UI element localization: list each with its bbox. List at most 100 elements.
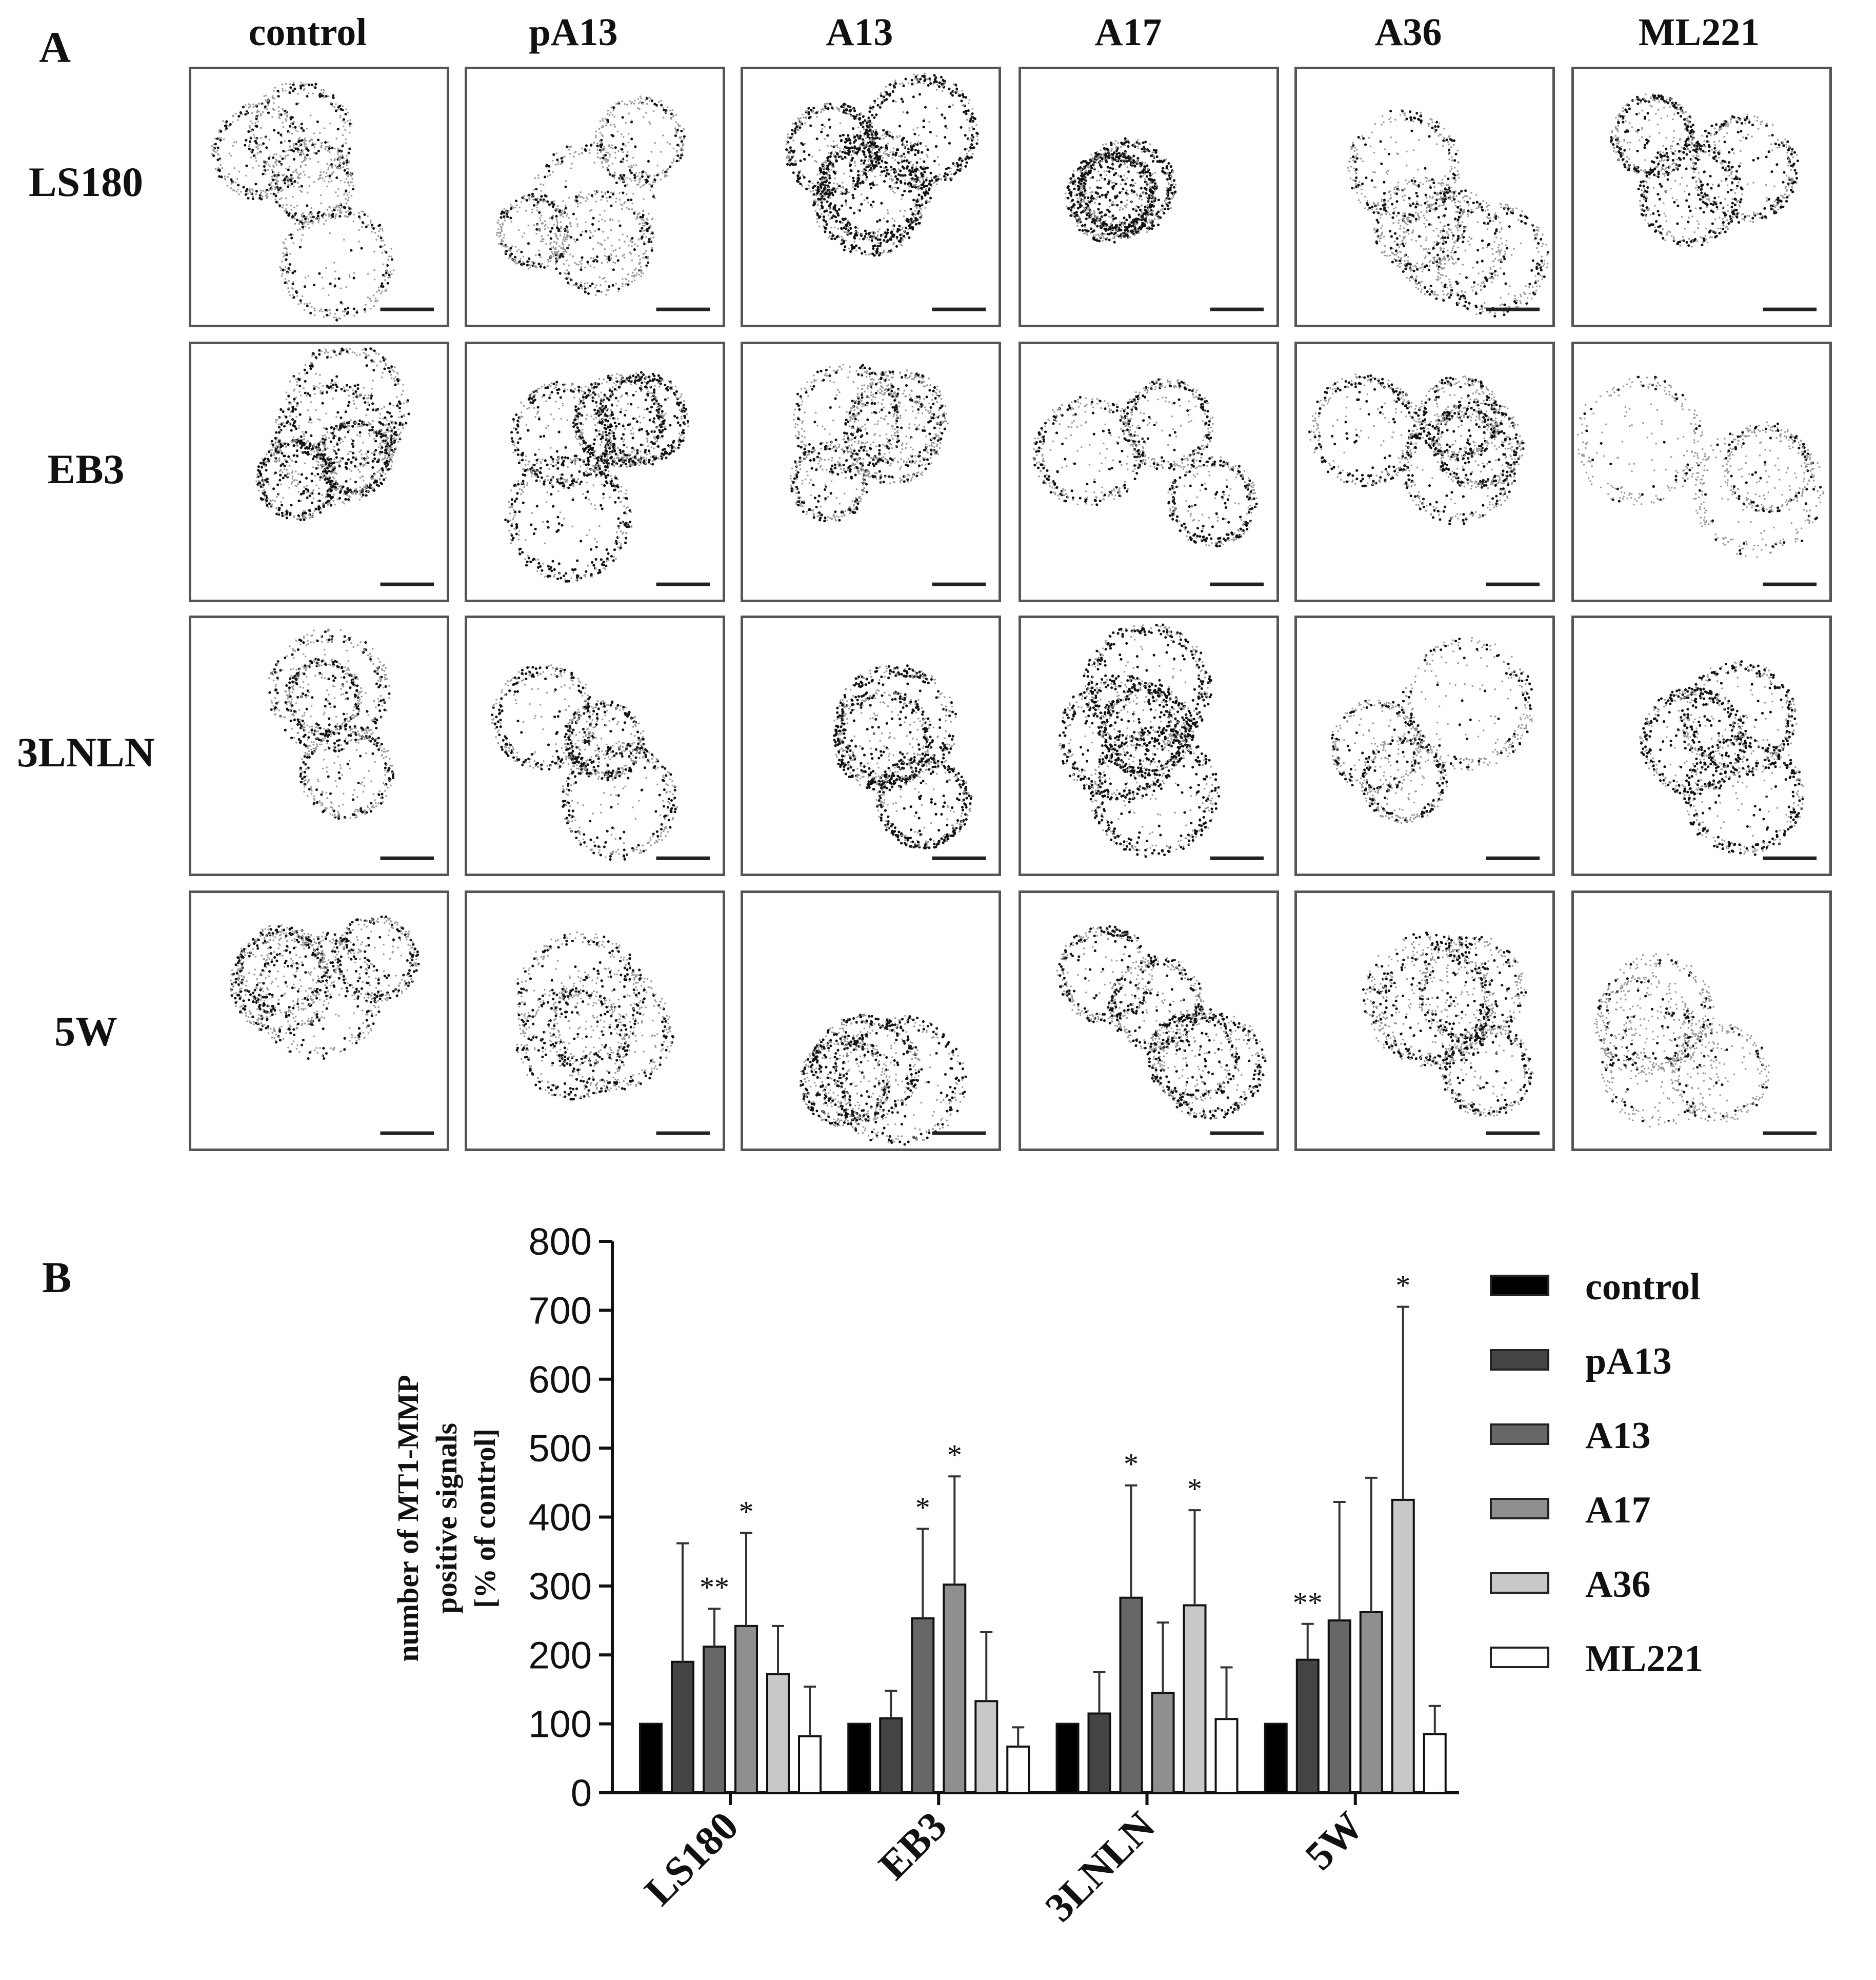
bar-ls180-pa13 bbox=[671, 1660, 694, 1794]
legend-label: A17 bbox=[1585, 1489, 1650, 1532]
y-tick-label: 300 bbox=[529, 1565, 592, 1608]
legend-label: A13 bbox=[1585, 1414, 1650, 1458]
micrograph-3lnln-ml221 bbox=[1571, 616, 1832, 876]
micrograph-5w-a17 bbox=[1019, 890, 1279, 1151]
legend-item-a17: A17 bbox=[1490, 1489, 1798, 1531]
significance-mark: ** bbox=[1293, 1586, 1323, 1619]
column-label-a17: A17 bbox=[997, 10, 1260, 55]
bar-eb3-control bbox=[847, 1722, 871, 1794]
y-tick-label: 600 bbox=[529, 1358, 592, 1401]
significance-mark: * bbox=[739, 1495, 754, 1528]
legend-swatch bbox=[1490, 1275, 1549, 1296]
bar-5w-pa13 bbox=[1295, 1658, 1320, 1794]
significance-mark: ** bbox=[700, 1571, 729, 1604]
y-tick-label: 700 bbox=[529, 1289, 592, 1332]
column-label-a36: A36 bbox=[1277, 10, 1540, 55]
micrograph-eb3-a13 bbox=[741, 342, 1001, 602]
y-tick-label: 400 bbox=[529, 1496, 592, 1539]
row-label-3lnln: 3LNLN bbox=[0, 728, 172, 777]
micrograph-3lnln-control bbox=[189, 616, 449, 876]
x-tick-label: 5W bbox=[1296, 1804, 1372, 1879]
y-tick-label: 500 bbox=[529, 1427, 592, 1470]
bar-3lnln-a17 bbox=[1151, 1692, 1175, 1794]
column-label-control: control bbox=[176, 10, 439, 55]
bar-3lnln-control bbox=[1055, 1722, 1080, 1794]
micrograph-3lnln-a36 bbox=[1294, 616, 1555, 876]
micrograph-ls180-a36 bbox=[1294, 67, 1555, 327]
significance-mark: * bbox=[1395, 1269, 1410, 1302]
micrograph-3lnln-a17 bbox=[1019, 616, 1279, 876]
column-label-pa13: pA13 bbox=[442, 10, 705, 55]
micrograph-eb3-a17 bbox=[1019, 342, 1279, 602]
legend-label: pA13 bbox=[1585, 1340, 1672, 1383]
x-tick-label: EB3 bbox=[870, 1804, 955, 1889]
bar-3lnln-a36 bbox=[1183, 1604, 1207, 1794]
significance-mark: * bbox=[1187, 1472, 1202, 1506]
row-label-eb3: EB3 bbox=[0, 445, 172, 493]
x-tick-label: LS180 bbox=[636, 1804, 747, 1914]
micrograph-3lnln-a13 bbox=[741, 616, 1001, 876]
column-label-ml221: ML221 bbox=[1568, 10, 1830, 55]
bar-ls180-a36 bbox=[766, 1673, 790, 1794]
row-label-5w: 5W bbox=[0, 1007, 172, 1056]
row-label-ls180: LS180 bbox=[0, 158, 172, 206]
bar-ls180-control bbox=[639, 1722, 663, 1794]
legend-swatch bbox=[1490, 1498, 1549, 1519]
bar-ls180-a13 bbox=[703, 1646, 726, 1794]
legend-item-pa13: pA13 bbox=[1490, 1340, 1798, 1382]
y-tick-label: 0 bbox=[571, 1772, 592, 1814]
significance-mark: * bbox=[915, 1491, 930, 1524]
y-tick-label: 100 bbox=[529, 1703, 592, 1746]
micrograph-ls180-control bbox=[189, 67, 449, 327]
legend-item-ml221: ML221 bbox=[1490, 1638, 1798, 1680]
bar-5w-a13 bbox=[1327, 1619, 1351, 1794]
micrograph-5w-a36 bbox=[1294, 890, 1555, 1151]
legend-label: ML221 bbox=[1585, 1637, 1703, 1681]
y-tick-label: 200 bbox=[529, 1634, 592, 1676]
micrograph-ls180-ml221 bbox=[1571, 67, 1832, 327]
bar-5w-ml221 bbox=[1423, 1733, 1447, 1794]
legend-item-a13: A13 bbox=[1490, 1415, 1798, 1457]
legend-label: A36 bbox=[1585, 1563, 1650, 1607]
bar-5w-a36 bbox=[1391, 1498, 1415, 1794]
legend-label: control bbox=[1585, 1265, 1701, 1309]
bar-3lnln-a13 bbox=[1119, 1596, 1143, 1794]
micrograph-eb3-ml221 bbox=[1571, 342, 1832, 602]
micrograph-eb3-pa13 bbox=[465, 342, 725, 602]
micrograph-5w-pa13 bbox=[465, 890, 725, 1151]
bar-eb3-a17 bbox=[943, 1583, 967, 1794]
bar-3lnln-ml221 bbox=[1214, 1718, 1239, 1794]
bar-5w-control bbox=[1264, 1722, 1288, 1794]
micrograph-eb3-control bbox=[189, 342, 449, 602]
y-tick-label: 800 bbox=[529, 1220, 592, 1263]
x-tick-label: 3LNLN bbox=[1037, 1804, 1164, 1931]
micrograph-eb3-a36 bbox=[1294, 342, 1555, 602]
micrograph-5w-control bbox=[189, 890, 449, 1151]
legend-swatch bbox=[1490, 1349, 1549, 1371]
bar-eb3-pa13 bbox=[879, 1717, 903, 1794]
bar-ls180-ml221 bbox=[798, 1735, 822, 1794]
y-axis-label-line: number of MT1-MMP bbox=[391, 1375, 425, 1662]
legend-item-a36: A36 bbox=[1490, 1563, 1798, 1606]
micrograph-ls180-a13 bbox=[741, 67, 1001, 327]
bar-eb3-a36 bbox=[974, 1700, 999, 1794]
bar-eb3-a13 bbox=[911, 1617, 935, 1794]
micrograph-5w-ml221 bbox=[1571, 890, 1832, 1151]
micrograph-5w-a13 bbox=[741, 890, 1001, 1151]
column-label-a13: A13 bbox=[728, 10, 991, 55]
significance-mark: * bbox=[1124, 1448, 1139, 1481]
y-axis-label-line: positive signals bbox=[430, 1423, 463, 1614]
y-axis-label-line: [% of control] bbox=[468, 1429, 502, 1608]
legend-item-control: control bbox=[1490, 1266, 1798, 1308]
legend-swatch bbox=[1490, 1572, 1549, 1594]
bar-3lnln-pa13 bbox=[1087, 1712, 1111, 1794]
bar-ls180-a17 bbox=[734, 1625, 758, 1794]
micrograph-3lnln-pa13 bbox=[465, 616, 725, 876]
bar-5w-a17 bbox=[1359, 1611, 1383, 1794]
legend-swatch bbox=[1490, 1647, 1549, 1668]
panel-a-letter: A bbox=[39, 22, 71, 73]
legend-swatch bbox=[1490, 1423, 1549, 1445]
bar-eb3-ml221 bbox=[1006, 1745, 1030, 1794]
micrograph-ls180-a17 bbox=[1019, 67, 1279, 327]
